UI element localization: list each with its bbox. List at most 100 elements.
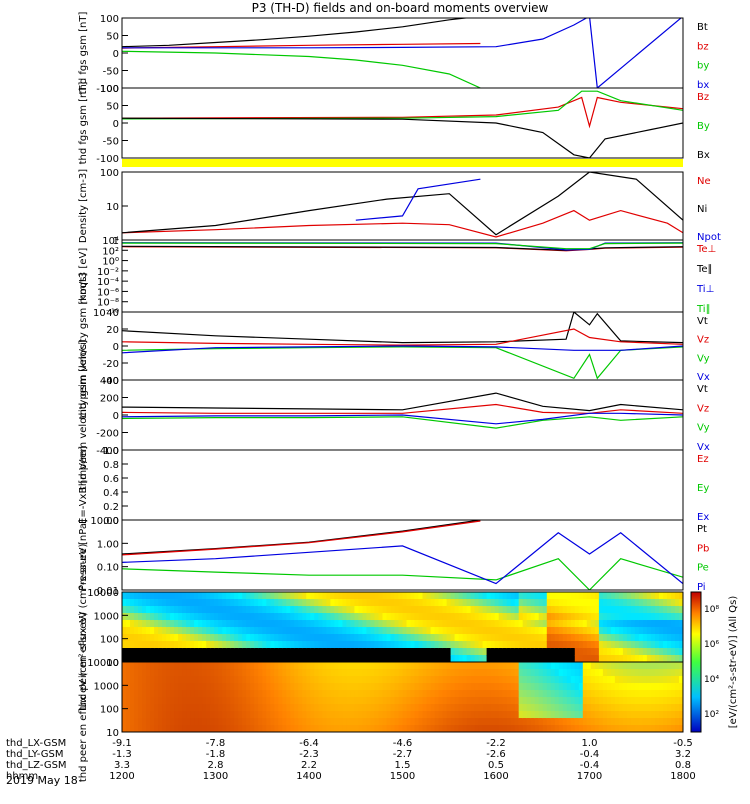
- spectrogram-cell: [262, 711, 267, 719]
- spectrogram-cell: [446, 627, 452, 635]
- spectrogram-cell: [334, 648, 339, 656]
- spectrogram-cell: [442, 725, 448, 732]
- spectrogram-cell: [298, 697, 303, 705]
- spectrogram-cell: [342, 641, 347, 649]
- spectrogram-cell: [470, 697, 476, 705]
- spectrogram-cell: [438, 627, 444, 635]
- spectrogram-cell: [166, 662, 171, 670]
- spectrogram-cell: [122, 641, 127, 649]
- spectrogram-cell: [162, 711, 167, 719]
- spectrogram-cell: [402, 718, 408, 726]
- spectrogram-cell: [414, 599, 420, 607]
- spectrogram-cell: [150, 725, 155, 732]
- spectrogram-cell: [230, 627, 235, 635]
- spectrogram-cell: [234, 690, 239, 698]
- spectrogram-cell: [514, 655, 520, 662]
- y-tick-label: 0.6: [103, 474, 119, 485]
- spectrogram-cell: [150, 592, 155, 600]
- spectrogram-cell: [602, 704, 608, 712]
- spectrogram-cell: [606, 641, 612, 649]
- spectrogram-cell: [594, 690, 600, 698]
- spectrogram-cell: [534, 592, 540, 600]
- spectrogram-cell: [679, 690, 683, 698]
- spectrogram-cell: [442, 620, 448, 628]
- spectrogram-cell: [290, 627, 295, 635]
- spectrogram-cell: [366, 641, 371, 649]
- spectrogram-cell: [314, 683, 319, 691]
- spectrogram-cell: [294, 606, 299, 614]
- spectrogram-cell: [214, 683, 219, 691]
- spectrogram-cell: [382, 704, 388, 712]
- spectrogram-cell: [282, 718, 287, 726]
- spectrogram-cell: [554, 683, 560, 691]
- spectrogram-cell: [522, 704, 528, 712]
- spectrogram-cell: [414, 676, 420, 684]
- spectrogram-cell: [282, 704, 287, 712]
- spectrogram-cell: [318, 606, 323, 614]
- spectrogram-cell: [486, 690, 492, 698]
- spectrogram-cell: [234, 683, 239, 691]
- spectrogram-cell: [290, 697, 295, 705]
- spectrogram-cell: [646, 641, 652, 649]
- spectrogram-cell: [170, 627, 175, 635]
- spectrogram-cell: [454, 683, 460, 691]
- spectrogram-cell: [338, 606, 343, 614]
- spectrogram-cell: [122, 683, 127, 691]
- spectrogram-cell: [282, 641, 287, 649]
- spectrogram-cell: [659, 669, 664, 677]
- spectrogram-cell: [598, 704, 604, 712]
- spectrogram-cell: [206, 634, 211, 642]
- panel-frame: [121, 519, 684, 591]
- spectrogram-cell: [206, 648, 211, 656]
- spectrogram-cell: [426, 606, 432, 614]
- spectrogram-cell: [410, 725, 416, 732]
- spectrogram-cell: [294, 697, 299, 705]
- spectrogram-cell: [474, 634, 480, 642]
- spectrogram-cell: [130, 627, 135, 635]
- spectrogram-cell: [622, 599, 628, 607]
- spectrogram-cell: [342, 711, 347, 719]
- spectrogram-cell: [266, 655, 271, 662]
- spectrogram-cell: [586, 711, 592, 719]
- spectrogram-cell: [230, 620, 235, 628]
- spectrogram-cell: [342, 648, 347, 656]
- spectrogram-cell: [202, 592, 207, 600]
- spectrogram-cell: [466, 592, 472, 600]
- spectrogram-cell: [238, 697, 243, 705]
- spectrogram-cell: [610, 725, 616, 732]
- spectrogram-cell: [570, 634, 576, 642]
- spectrogram-cell: [422, 613, 428, 621]
- spectrogram-cell: [382, 669, 388, 677]
- spectrogram-cell: [390, 648, 396, 656]
- spectrogram-cell: [434, 683, 440, 691]
- spectrogram-cell: [634, 697, 640, 705]
- spectrogram-cell: [338, 648, 343, 656]
- spectrogram-cell: [378, 606, 384, 614]
- spectrogram-cell: [534, 634, 540, 642]
- series-vz-line: [122, 328, 683, 346]
- spectrogram-cell: [250, 599, 255, 607]
- spectrogram-cell: [278, 627, 283, 635]
- spectrogram-cell: [614, 599, 620, 607]
- spectrogram-cell: [534, 648, 540, 656]
- spectrogram-cell: [170, 599, 175, 607]
- spectrogram-cell: [126, 704, 131, 712]
- spectrogram-cell: [266, 592, 271, 600]
- spectrogram-cell: [510, 725, 516, 732]
- spectrogram-cell: [663, 711, 668, 719]
- spectrogram-cell: [330, 613, 335, 621]
- spectrogram-cell: [310, 620, 315, 628]
- spectrogram-cell: [242, 613, 247, 621]
- spectrogram-cell: [490, 662, 496, 670]
- spectrogram-cell: [138, 690, 143, 698]
- spectrogram-cell: [486, 620, 492, 628]
- spectrogram-cell: [366, 697, 371, 705]
- y-tick-label: 10²: [102, 246, 119, 257]
- spectrogram-cell: [194, 599, 199, 607]
- spectrogram-cell: [398, 599, 404, 607]
- spectrogram-cell: [614, 662, 620, 670]
- spectrogram-cell: [250, 704, 255, 712]
- spectrogram-cell: [370, 627, 375, 635]
- spectrogram-cell: [518, 718, 524, 726]
- spectrogram-cell: [646, 711, 652, 719]
